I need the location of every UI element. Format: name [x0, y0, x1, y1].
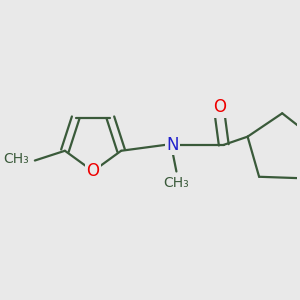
- Text: O: O: [86, 162, 100, 180]
- Text: CH₃: CH₃: [164, 176, 189, 190]
- Text: O: O: [213, 98, 226, 116]
- Text: N: N: [166, 136, 179, 154]
- Text: CH₃: CH₃: [3, 152, 29, 166]
